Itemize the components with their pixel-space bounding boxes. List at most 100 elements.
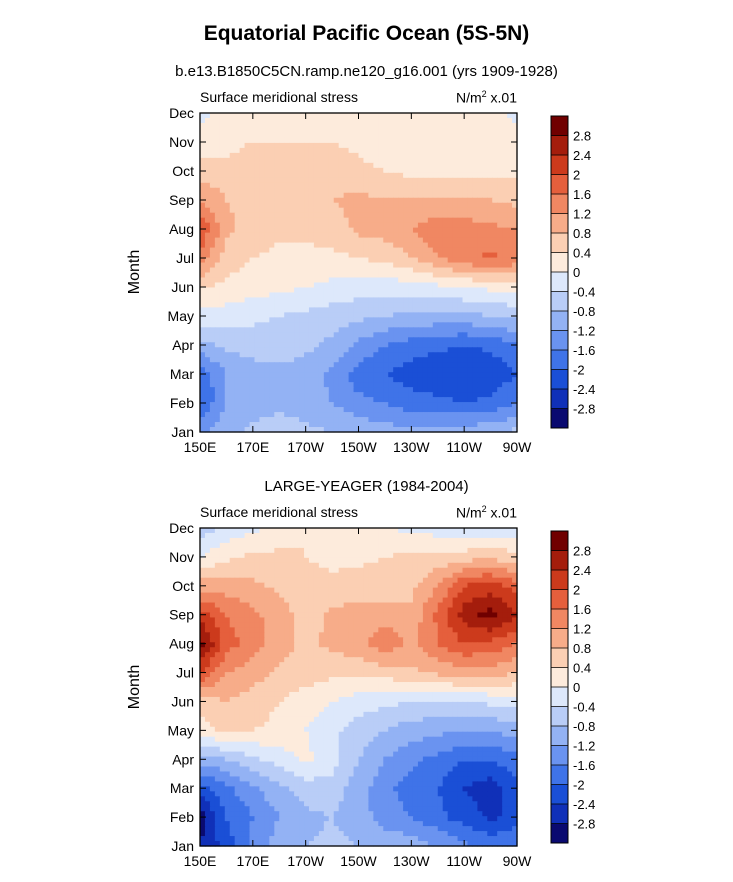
- heatmap-cell: [358, 552, 365, 559]
- heatmap-cell: [427, 252, 434, 259]
- heatmap-cell: [304, 528, 310, 534]
- heatmap-cell: [299, 532, 305, 539]
- heatmap-cell: [398, 297, 404, 303]
- heatmap-cell: [412, 192, 419, 199]
- heatmap-cell: [373, 347, 379, 353]
- heatmap-cell: [284, 542, 290, 549]
- heatmap-cell: [219, 302, 226, 308]
- heatmap-cell: [417, 342, 424, 348]
- heatmap-cell: [467, 267, 474, 274]
- heatmap-cell: [437, 577, 444, 584]
- colorbar-swatch: [551, 272, 568, 292]
- heatmap-cell: [393, 262, 399, 269]
- heatmap-cell: [383, 137, 389, 144]
- heatmap-cell: [244, 407, 251, 413]
- heatmap-cell: [363, 342, 369, 348]
- heatmap-cell: [477, 322, 483, 328]
- heatmap-cell: [304, 177, 310, 184]
- heatmap-cell: [482, 337, 488, 343]
- heatmap-cell: [264, 272, 270, 279]
- heatmap-cell: [259, 177, 265, 184]
- heatmap-cell: [284, 297, 290, 303]
- heatmap-cell: [338, 207, 345, 214]
- heatmap-cell: [259, 113, 265, 119]
- heatmap-cell: [442, 362, 449, 368]
- heatmap-cell: [294, 362, 300, 368]
- heatmap-cell: [363, 232, 369, 239]
- heatmap-cell: [343, 347, 350, 353]
- heatmap-cell: [462, 192, 469, 199]
- heatmap-cell: [427, 117, 434, 124]
- heatmap-cell: [363, 182, 369, 189]
- heatmap-cell: [457, 187, 464, 194]
- heatmap-cell: [289, 302, 295, 308]
- heatmap-cell: [507, 262, 513, 269]
- heatmap-cell: [239, 337, 246, 343]
- heatmap-cell: [462, 342, 469, 348]
- heatmap-cell: [408, 162, 414, 169]
- heatmap-cell: [284, 532, 290, 539]
- heatmap-cell: [239, 312, 246, 318]
- heatmap-cell: [507, 347, 513, 353]
- heatmap-cell: [417, 367, 424, 373]
- heatmap-cell: [343, 297, 350, 303]
- heatmap-cell: [422, 207, 429, 214]
- heatmap-cell: [333, 202, 340, 209]
- heatmap-cell: [313, 152, 320, 159]
- heatmap-cell: [388, 392, 394, 398]
- heatmap-cell: [467, 347, 474, 353]
- heatmap-cell: [204, 162, 211, 169]
- heatmap-cell: [224, 307, 231, 313]
- heatmap-cell: [254, 207, 261, 214]
- heatmap-cell: [477, 537, 483, 544]
- heatmap-cell: [388, 327, 394, 333]
- heatmap-cell: [318, 277, 325, 284]
- heatmap-cell: [264, 582, 270, 589]
- heatmap-cell: [294, 172, 300, 179]
- heatmap-cell: [482, 417, 488, 423]
- heatmap-cell: [482, 572, 488, 579]
- heatmap-cell: [393, 367, 399, 373]
- heatmap-cell: [304, 287, 310, 294]
- heatmap-cell: [477, 332, 483, 338]
- heatmap-cell: [512, 147, 518, 154]
- heatmap-cell: [442, 227, 449, 234]
- heatmap-cell: [378, 562, 384, 569]
- heatmap-cell: [467, 307, 474, 313]
- heatmap-cell: [437, 362, 444, 368]
- heatmap-cell: [219, 377, 226, 383]
- heatmap-cell: [348, 577, 355, 584]
- heatmap-cell: [299, 252, 305, 259]
- heatmap-cell: [308, 122, 315, 129]
- heatmap-cell: [398, 417, 404, 423]
- heatmap-cell: [204, 212, 211, 219]
- heatmap-cell: [472, 332, 478, 338]
- heatmap-cell: [343, 147, 350, 154]
- heatmap-cell: [467, 377, 474, 383]
- heatmap-cell: [348, 322, 355, 328]
- heatmap-cell: [304, 362, 310, 368]
- heatmap-cell: [422, 147, 429, 154]
- heatmap-cell: [502, 282, 508, 289]
- heatmap-cell: [507, 227, 513, 234]
- heatmap-cell: [318, 247, 325, 254]
- heatmap-cell: [229, 252, 236, 259]
- heatmap-cell: [408, 347, 414, 353]
- heatmap-cell: [457, 372, 464, 378]
- heatmap-cell: [412, 342, 419, 348]
- page-title: Equatorial Pacific Ocean (5S-5N): [203, 22, 530, 45]
- heatmap-cell: [398, 407, 404, 413]
- heatmap-cell: [408, 157, 414, 164]
- heatmap-cell: [219, 427, 226, 433]
- heatmap-cell: [457, 257, 464, 264]
- heatmap-cell: [477, 582, 483, 589]
- heatmap-cell: [328, 202, 335, 209]
- heatmap-cell: [447, 132, 454, 139]
- heatmap-cell: [274, 252, 280, 259]
- heatmap-cell: [482, 402, 488, 408]
- heatmap-cell: [304, 537, 310, 544]
- heatmap-cell: [279, 222, 285, 229]
- heatmap-cell: [373, 407, 379, 413]
- heatmap-cell: [254, 407, 261, 413]
- heatmap-cell: [427, 122, 434, 129]
